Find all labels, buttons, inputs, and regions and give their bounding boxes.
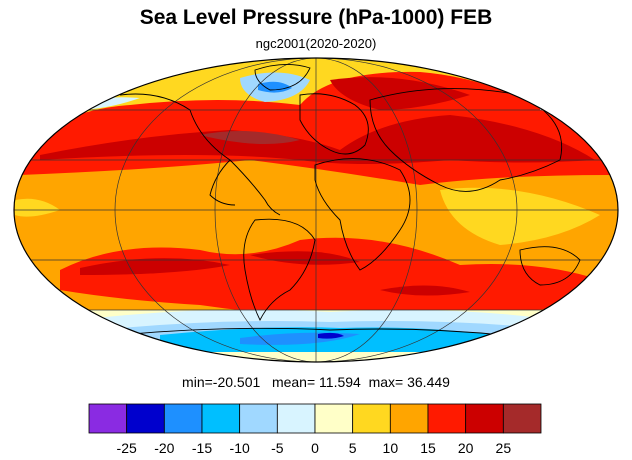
map-title: Sea Level Pressure (hPa-1000) FEB — [139, 6, 493, 29]
max-label: max= — [368, 374, 404, 390]
color-legend-bar: -25 -20 -15 -10 -5 0 5 10 15 20 25 — [88, 403, 542, 456]
colorbar-swatch — [314, 403, 354, 434]
colorbar-swatch — [126, 403, 165, 434]
colorbar-tick-label: 25 — [496, 440, 512, 456]
colorbar-swatch — [88, 403, 128, 434]
colorbar-tick-label: 10 — [383, 440, 399, 456]
max-value: 36.449 — [407, 374, 450, 390]
mean-value: 11.594 — [319, 374, 361, 390]
colorbar-tick-label: -10 — [230, 440, 250, 456]
colorbar-tick-label: -20 — [154, 440, 174, 456]
map-border — [13, 57, 619, 363]
colorbar-tick-label: 20 — [458, 440, 474, 456]
mollweide-map — [13, 57, 619, 363]
colorbar-swatch — [201, 403, 241, 434]
colorbar-swatch — [427, 403, 467, 434]
coastlines — [119, 64, 581, 339]
colorbar-tick-label: 15 — [420, 440, 436, 456]
min-value: -20.501 — [212, 374, 261, 390]
colorbar-tick-label: -5 — [271, 440, 284, 456]
map-subtitle: ngc2001(2020-2020) — [255, 36, 377, 51]
graticule — [14, 58, 618, 362]
colorbar-swatch — [502, 403, 542, 434]
colorbar-swatch — [239, 403, 278, 434]
colorbar-tick-label: 0 — [311, 440, 319, 456]
mean-label: mean= — [271, 374, 316, 390]
colorbar-tick-label: -25 — [117, 440, 137, 456]
field-statistics: min=-20.501 mean= 11.594 max= 36.449 — [0, 374, 632, 390]
colorbar-swatch — [163, 403, 203, 434]
min-label: min= — [182, 374, 213, 390]
colorbar-tick-label: -15 — [192, 440, 212, 456]
colorbar-swatch — [389, 403, 429, 434]
colorbar-swatch — [276, 403, 316, 434]
colorbar-swatch — [352, 403, 391, 434]
colorbar-swatch — [465, 403, 504, 434]
colorbar-tick-label: 5 — [349, 440, 357, 456]
